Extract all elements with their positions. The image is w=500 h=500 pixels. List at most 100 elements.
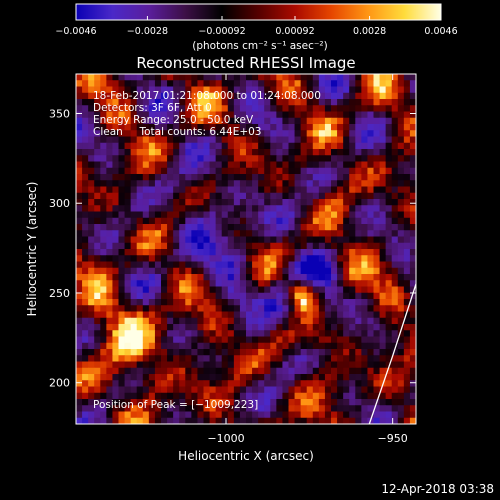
heatmap-pixel xyxy=(403,186,411,194)
heatmap-pixel xyxy=(142,355,150,362)
heatmap-pixel xyxy=(391,86,399,94)
heatmap-pixel xyxy=(337,280,344,287)
heatmap-pixel xyxy=(221,117,229,125)
heatmap-pixel xyxy=(318,411,326,419)
heatmap-pixel xyxy=(124,274,132,281)
heatmap-pixel xyxy=(246,324,253,331)
heatmap-pixel xyxy=(276,155,283,162)
heatmap-pixel xyxy=(136,417,144,424)
heatmap-pixel xyxy=(258,274,265,281)
heatmap-pixel xyxy=(106,267,113,275)
heatmap-pixel xyxy=(294,399,302,406)
heatmap-pixel xyxy=(185,417,192,424)
heatmap-pixel xyxy=(124,161,132,169)
heatmap-pixel xyxy=(385,224,393,231)
heatmap-pixel xyxy=(355,342,362,350)
heatmap-pixel xyxy=(355,199,362,206)
heatmap-pixel xyxy=(258,136,265,144)
heatmap-pixel xyxy=(276,361,283,369)
heatmap-pixel xyxy=(148,299,156,306)
heatmap-pixel xyxy=(173,342,180,350)
heatmap-pixel xyxy=(203,105,210,112)
heatmap-pixel xyxy=(191,224,198,231)
heatmap-pixel xyxy=(318,261,326,269)
heatmap-pixel xyxy=(209,242,217,250)
heatmap-pixel xyxy=(391,224,399,231)
heatmap-pixel xyxy=(270,242,277,250)
heatmap-pixel xyxy=(215,92,223,100)
heatmap-pixel xyxy=(88,186,95,194)
heatmap-pixel xyxy=(100,174,107,181)
heatmap-pixel xyxy=(355,174,362,181)
heatmap-pixel xyxy=(355,292,362,300)
heatmap-pixel xyxy=(337,136,344,144)
heatmap-pixel xyxy=(361,330,368,337)
heatmap-pixel xyxy=(221,405,229,412)
heatmap-pixel xyxy=(367,130,374,137)
heatmap-pixel xyxy=(100,336,107,344)
heatmap-pixel xyxy=(167,380,174,387)
heatmap-pixel xyxy=(246,280,253,287)
heatmap-pixel xyxy=(191,130,198,137)
heatmap-pixel xyxy=(288,224,295,231)
heatmap-pixel xyxy=(355,236,362,244)
heatmap-pixel xyxy=(191,330,198,337)
heatmap-pixel xyxy=(391,405,399,412)
heatmap-pixel xyxy=(167,117,174,125)
heatmap-pixel xyxy=(246,199,253,206)
heatmap-pixel xyxy=(154,405,162,412)
heatmap-pixel xyxy=(154,336,162,344)
heatmap-pixel xyxy=(221,399,229,406)
heatmap-pixel xyxy=(324,161,332,169)
heatmap-pixel xyxy=(191,161,198,169)
heatmap-pixel xyxy=(409,324,416,331)
heatmap-pixel xyxy=(300,124,308,131)
heatmap-pixel xyxy=(118,205,125,212)
heatmap-pixel xyxy=(324,149,332,156)
heatmap-pixel xyxy=(282,180,289,187)
heatmap-pixel xyxy=(227,211,235,219)
heatmap-pixel xyxy=(349,367,356,375)
heatmap-pixel xyxy=(191,399,198,406)
heatmap-pixel xyxy=(331,180,338,187)
heatmap-pixel xyxy=(221,342,229,350)
heatmap-pixel xyxy=(76,380,83,387)
heatmap-pixel xyxy=(409,299,416,306)
heatmap-pixel xyxy=(136,186,144,194)
heatmap-pixel xyxy=(173,149,180,156)
heatmap-pixel xyxy=(361,286,368,294)
heatmap-pixel xyxy=(258,80,265,87)
heatmap-pixel xyxy=(343,124,350,131)
heatmap-pixel xyxy=(373,349,380,356)
heatmap-pixel xyxy=(167,161,174,169)
heatmap-pixel xyxy=(288,249,295,256)
heatmap-pixel xyxy=(106,242,113,250)
heatmap-pixel xyxy=(124,349,132,356)
heatmap-pixel xyxy=(270,367,277,375)
heatmap-pixel xyxy=(106,230,113,237)
heatmap-pixel xyxy=(106,280,113,287)
heatmap-pixel xyxy=(403,286,411,294)
heatmap-pixel xyxy=(276,399,283,406)
heatmap-pixel xyxy=(142,149,150,156)
heatmap-pixel xyxy=(161,117,168,125)
heatmap-pixel xyxy=(136,355,144,362)
heatmap-pixel xyxy=(154,367,162,375)
heatmap-pixel xyxy=(312,142,320,150)
heatmap-pixel xyxy=(209,386,217,394)
heatmap-pixel xyxy=(391,74,399,81)
heatmap-pixel xyxy=(264,280,271,287)
heatmap-pixel xyxy=(409,199,416,206)
heatmap-pixel xyxy=(233,167,241,175)
heatmap-pixel xyxy=(276,224,283,231)
heatmap-pixel xyxy=(221,186,229,194)
heatmap-pixel xyxy=(361,230,368,237)
heatmap-pixel xyxy=(106,330,113,337)
heatmap-pixel xyxy=(337,349,344,356)
heatmap-pixel xyxy=(385,380,393,387)
heatmap-pixel xyxy=(215,299,223,306)
heatmap-pixel xyxy=(276,124,283,131)
heatmap-pixel xyxy=(288,374,295,381)
heatmap-pixel xyxy=(391,255,399,262)
heatmap-pixel xyxy=(161,80,168,87)
